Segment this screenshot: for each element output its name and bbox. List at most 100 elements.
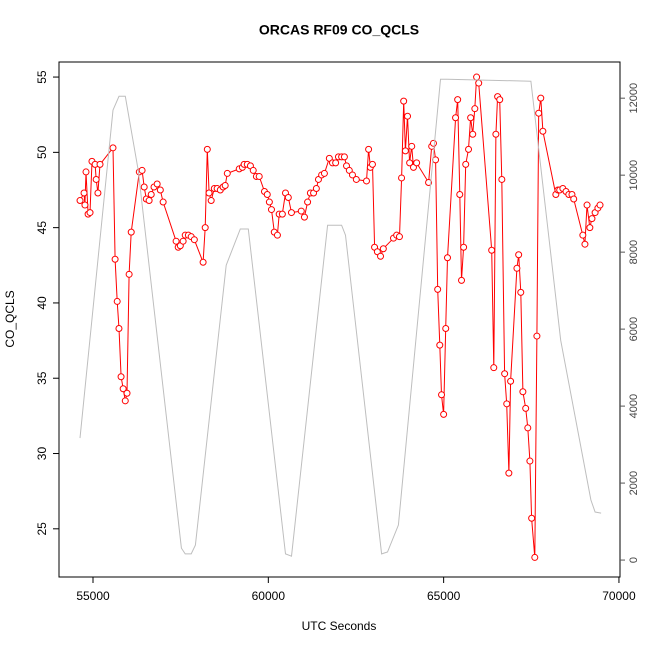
x-tick-label: 60000 bbox=[252, 589, 286, 603]
co-point bbox=[475, 79, 483, 87]
co-point bbox=[179, 237, 187, 245]
co-point bbox=[471, 105, 479, 113]
co-point bbox=[140, 183, 148, 191]
co-point bbox=[348, 171, 356, 179]
co-point bbox=[537, 94, 545, 102]
co-point bbox=[205, 189, 213, 197]
co-point bbox=[76, 197, 84, 205]
x-tick-label: 70000 bbox=[602, 589, 636, 603]
co-point bbox=[147, 191, 155, 199]
co-point bbox=[304, 198, 312, 206]
plot-frame bbox=[58, 61, 621, 578]
co-point bbox=[588, 215, 596, 223]
co-point bbox=[579, 231, 587, 239]
co-point bbox=[456, 191, 464, 199]
y2-tick-label: 12000 bbox=[628, 83, 640, 114]
co-point bbox=[81, 201, 89, 209]
co-point bbox=[273, 231, 281, 239]
co-point bbox=[465, 145, 473, 153]
co-point bbox=[519, 388, 527, 396]
co-point bbox=[113, 297, 121, 305]
co-point bbox=[442, 325, 450, 333]
co-point bbox=[462, 160, 470, 168]
co-point bbox=[469, 130, 477, 138]
y-axis-label: CO_QCLS bbox=[3, 290, 17, 347]
co-point bbox=[263, 191, 271, 199]
co-point bbox=[278, 210, 286, 218]
co-point bbox=[153, 180, 161, 188]
y-tick-label: 25 bbox=[35, 522, 49, 536]
co-point bbox=[255, 172, 263, 180]
co-point bbox=[368, 160, 376, 168]
co-point bbox=[201, 224, 209, 232]
co-point bbox=[190, 236, 198, 244]
co-point bbox=[429, 139, 437, 147]
co-point bbox=[490, 364, 498, 372]
co-point bbox=[533, 332, 541, 340]
co-point bbox=[400, 97, 408, 105]
co-point bbox=[436, 341, 444, 349]
co-point bbox=[352, 175, 360, 183]
co-point bbox=[379, 245, 387, 253]
co-point bbox=[125, 270, 133, 278]
co-point bbox=[467, 114, 475, 122]
co-point bbox=[503, 400, 511, 408]
co-point bbox=[172, 237, 180, 245]
co-point bbox=[121, 397, 129, 405]
co-point bbox=[265, 198, 273, 206]
co-point bbox=[138, 166, 146, 174]
co-point bbox=[496, 96, 504, 104]
co-point bbox=[586, 224, 594, 232]
co-point bbox=[320, 169, 328, 177]
co-point bbox=[297, 207, 305, 215]
co-point bbox=[452, 114, 460, 122]
co-point bbox=[145, 197, 153, 205]
co-point bbox=[583, 201, 591, 209]
co-point bbox=[362, 177, 370, 185]
co-point bbox=[119, 385, 127, 393]
y2-tick-label: 0 bbox=[628, 557, 640, 563]
co-point bbox=[507, 377, 515, 385]
co-point bbox=[581, 240, 589, 248]
co-point bbox=[123, 389, 131, 397]
co-point bbox=[94, 189, 102, 197]
co-point bbox=[127, 228, 135, 236]
co-point bbox=[570, 195, 578, 203]
co-point bbox=[199, 258, 207, 266]
co-point bbox=[284, 194, 292, 202]
co-point bbox=[526, 457, 534, 465]
co-point bbox=[473, 73, 481, 81]
co-point bbox=[249, 166, 257, 174]
y2-tick-label: 4000 bbox=[628, 394, 640, 418]
y-tick-label: 50 bbox=[35, 145, 49, 159]
x-tick-label: 65000 bbox=[427, 589, 461, 603]
co-point bbox=[223, 169, 231, 177]
co-point bbox=[425, 178, 433, 186]
co-point bbox=[515, 251, 523, 259]
y2-tick-label: 6000 bbox=[628, 317, 640, 341]
co-point bbox=[287, 209, 295, 217]
co-point bbox=[395, 233, 403, 241]
co-point bbox=[377, 252, 385, 260]
co-point bbox=[517, 288, 525, 296]
co-point bbox=[528, 514, 536, 522]
co-point bbox=[454, 96, 462, 104]
co-point bbox=[524, 424, 532, 432]
altitude-line bbox=[79, 78, 602, 557]
co-point bbox=[492, 130, 500, 138]
co-point bbox=[408, 142, 416, 150]
co-point bbox=[86, 209, 94, 217]
y2-tick-label: 10000 bbox=[628, 160, 640, 191]
x-tick-label: 55000 bbox=[76, 589, 110, 603]
co-point bbox=[207, 197, 215, 205]
co-point bbox=[117, 373, 125, 381]
co-point bbox=[96, 160, 104, 168]
co-point bbox=[443, 254, 451, 262]
co-point bbox=[501, 370, 509, 378]
co-point bbox=[505, 469, 513, 477]
co-point bbox=[413, 159, 421, 167]
co-point bbox=[535, 109, 543, 117]
co-point bbox=[300, 213, 308, 221]
co-point bbox=[111, 255, 119, 263]
